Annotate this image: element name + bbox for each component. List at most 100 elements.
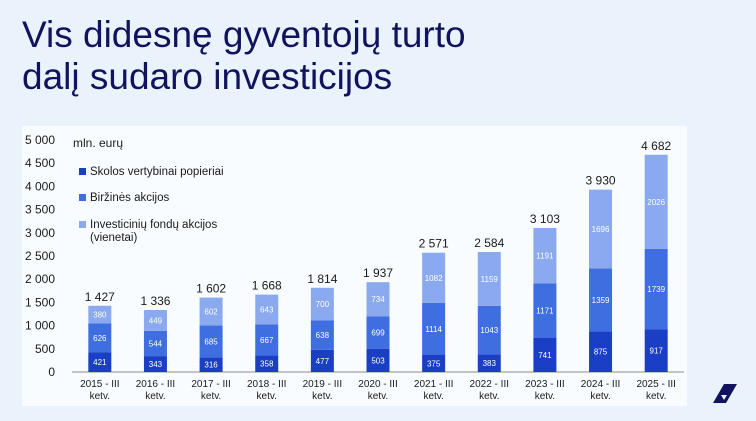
x-tick-label: 2023 - III [525, 379, 564, 390]
bar-segment-value-label: 741 [538, 351, 552, 360]
bar-segment-2 [422, 302, 446, 355]
x-tick-label: ketv. [590, 391, 610, 402]
page-title: Vis didesnę gyventojų turto dalį sudaro … [22, 14, 466, 98]
x-tick-label: ketv. [257, 391, 277, 402]
legend-label-3: (vienetai) [90, 232, 137, 244]
bar-segment-value-label: 626 [93, 334, 107, 343]
bar-segment-value-label: 1171 [536, 306, 554, 315]
x-tick-label: ketv. [535, 391, 555, 402]
bar-total-label: 1 814 [307, 272, 337, 286]
bar-segment-value-label: 1696 [592, 225, 610, 234]
x-tick-label: 2024 - III [581, 379, 620, 390]
y-tick-label: 3 500 [25, 203, 55, 217]
bar-segment-1 [533, 337, 557, 372]
bar-segment-2 [143, 330, 167, 357]
bar-segment-value-label: 1114 [425, 325, 442, 334]
bar-segment-3 [88, 305, 112, 324]
bar-segment-1 [255, 355, 279, 372]
bar-total-label: 2 571 [419, 237, 449, 251]
x-tick-label: 2021 - III [414, 379, 453, 390]
legend-label-3: Investicinių fondų akcijos [90, 219, 217, 231]
y-tick-label: 5 000 [25, 133, 55, 147]
bar-segment-value-label: 343 [149, 360, 163, 369]
bar-total-label: 4 682 [641, 139, 671, 153]
chart-panel [22, 126, 687, 406]
x-tick-label: ketv. [201, 391, 221, 402]
x-tick-label: 2018 - III [247, 379, 286, 390]
bar-segment-2 [366, 316, 390, 349]
bar-segment-value-label: 449 [149, 316, 163, 325]
bar-segment-value-label: 1043 [480, 326, 498, 335]
page-title-line-1: Vis didesnę gyventojų turto [22, 14, 466, 55]
bar-total-label: 1 668 [252, 279, 282, 293]
x-tick-label: ketv. [368, 391, 388, 402]
bar-segment-1 [199, 357, 223, 372]
bar-segment-value-label: 2026 [647, 198, 665, 207]
bar-total-label: 1 937 [363, 266, 393, 280]
y-tick-label: 4 000 [25, 179, 55, 193]
bar-segment-2 [477, 305, 501, 355]
bar-segment-value-label: 375 [427, 359, 441, 368]
x-tick-label: ketv. [90, 391, 110, 402]
legend-label-1: Skolos vertybinai popieriai [90, 166, 224, 178]
y-tick-label: 4 500 [25, 156, 55, 170]
bar-segment-3 [310, 287, 334, 321]
x-tick-label: ketv. [479, 391, 499, 402]
bar-segment-1 [589, 331, 613, 372]
bar-segment-1 [644, 329, 668, 372]
bar-segment-value-label: 316 [204, 361, 218, 370]
bar-segment-2 [88, 323, 112, 353]
bar-segment-value-label: 1359 [592, 296, 610, 305]
y-tick-label: 3 000 [25, 226, 55, 240]
bar-segment-3 [477, 252, 501, 306]
bar-segment-1 [366, 348, 390, 372]
bar-segment-value-label: 699 [371, 328, 385, 337]
bar-segment-2 [533, 283, 557, 338]
bar-segment-value-label: 383 [483, 359, 497, 368]
bar-segment-value-label: 700 [316, 300, 330, 309]
bar-segment-value-label: 503 [371, 356, 385, 365]
y-tick-label: 2 500 [25, 249, 55, 263]
x-tick-label: ketv. [312, 391, 332, 402]
bar-segment-2 [199, 325, 223, 358]
bar-segment-value-label: 667 [260, 336, 274, 345]
bar-total-label: 1 427 [85, 290, 115, 304]
bar-segment-value-label: 380 [93, 311, 107, 320]
bar-segment-value-label: 477 [316, 357, 330, 366]
bar-total-label: 1 602 [196, 282, 226, 296]
bar-segment-value-label: 1082 [425, 274, 443, 283]
bar-total-label: 3 930 [586, 174, 616, 188]
x-tick-label: 2017 - III [191, 379, 230, 390]
legend-label-2: Biržinės akcijos [90, 192, 169, 204]
bar-segment-value-label: 1739 [647, 285, 665, 294]
y-axis-unit-label: mln. eurų [73, 136, 123, 150]
bar-segment-value-label: 544 [149, 339, 163, 348]
x-tick-label: ketv. [423, 391, 443, 402]
bar-segment-2 [310, 320, 334, 350]
page-title-line-2: dalį sudaro investicijos [22, 56, 393, 97]
bar-segment-value-label: 734 [371, 295, 385, 304]
bar-segment-value-label: 875 [594, 348, 608, 357]
bar-total-label: 1 336 [140, 294, 170, 308]
bar-segment-1 [88, 352, 112, 372]
x-tick-label: 2019 - III [303, 379, 342, 390]
bar-segment-value-label: 602 [204, 308, 218, 317]
x-tick-label: ketv. [145, 391, 165, 402]
bar-total-label: 2 584 [474, 236, 504, 250]
x-tick-label: ketv. [646, 391, 666, 402]
legend-swatch-1 [79, 168, 86, 175]
legend-swatch-3 [79, 221, 86, 228]
bar-segment-1 [310, 349, 334, 372]
bar-total-label: 3 103 [530, 212, 560, 226]
bar-segment-3 [422, 252, 446, 303]
x-tick-label: 2025 - III [636, 379, 675, 390]
bar-segment-2 [255, 324, 279, 356]
bar-segment-3 [366, 282, 390, 317]
x-tick-label: 2020 - III [358, 379, 397, 390]
y-tick-label: 1 000 [25, 319, 55, 333]
bar-segment-3 [644, 154, 668, 249]
x-tick-label: 2016 - III [136, 379, 175, 390]
bar-segment-value-label: 638 [316, 331, 330, 340]
legend-swatch-2 [79, 194, 86, 201]
